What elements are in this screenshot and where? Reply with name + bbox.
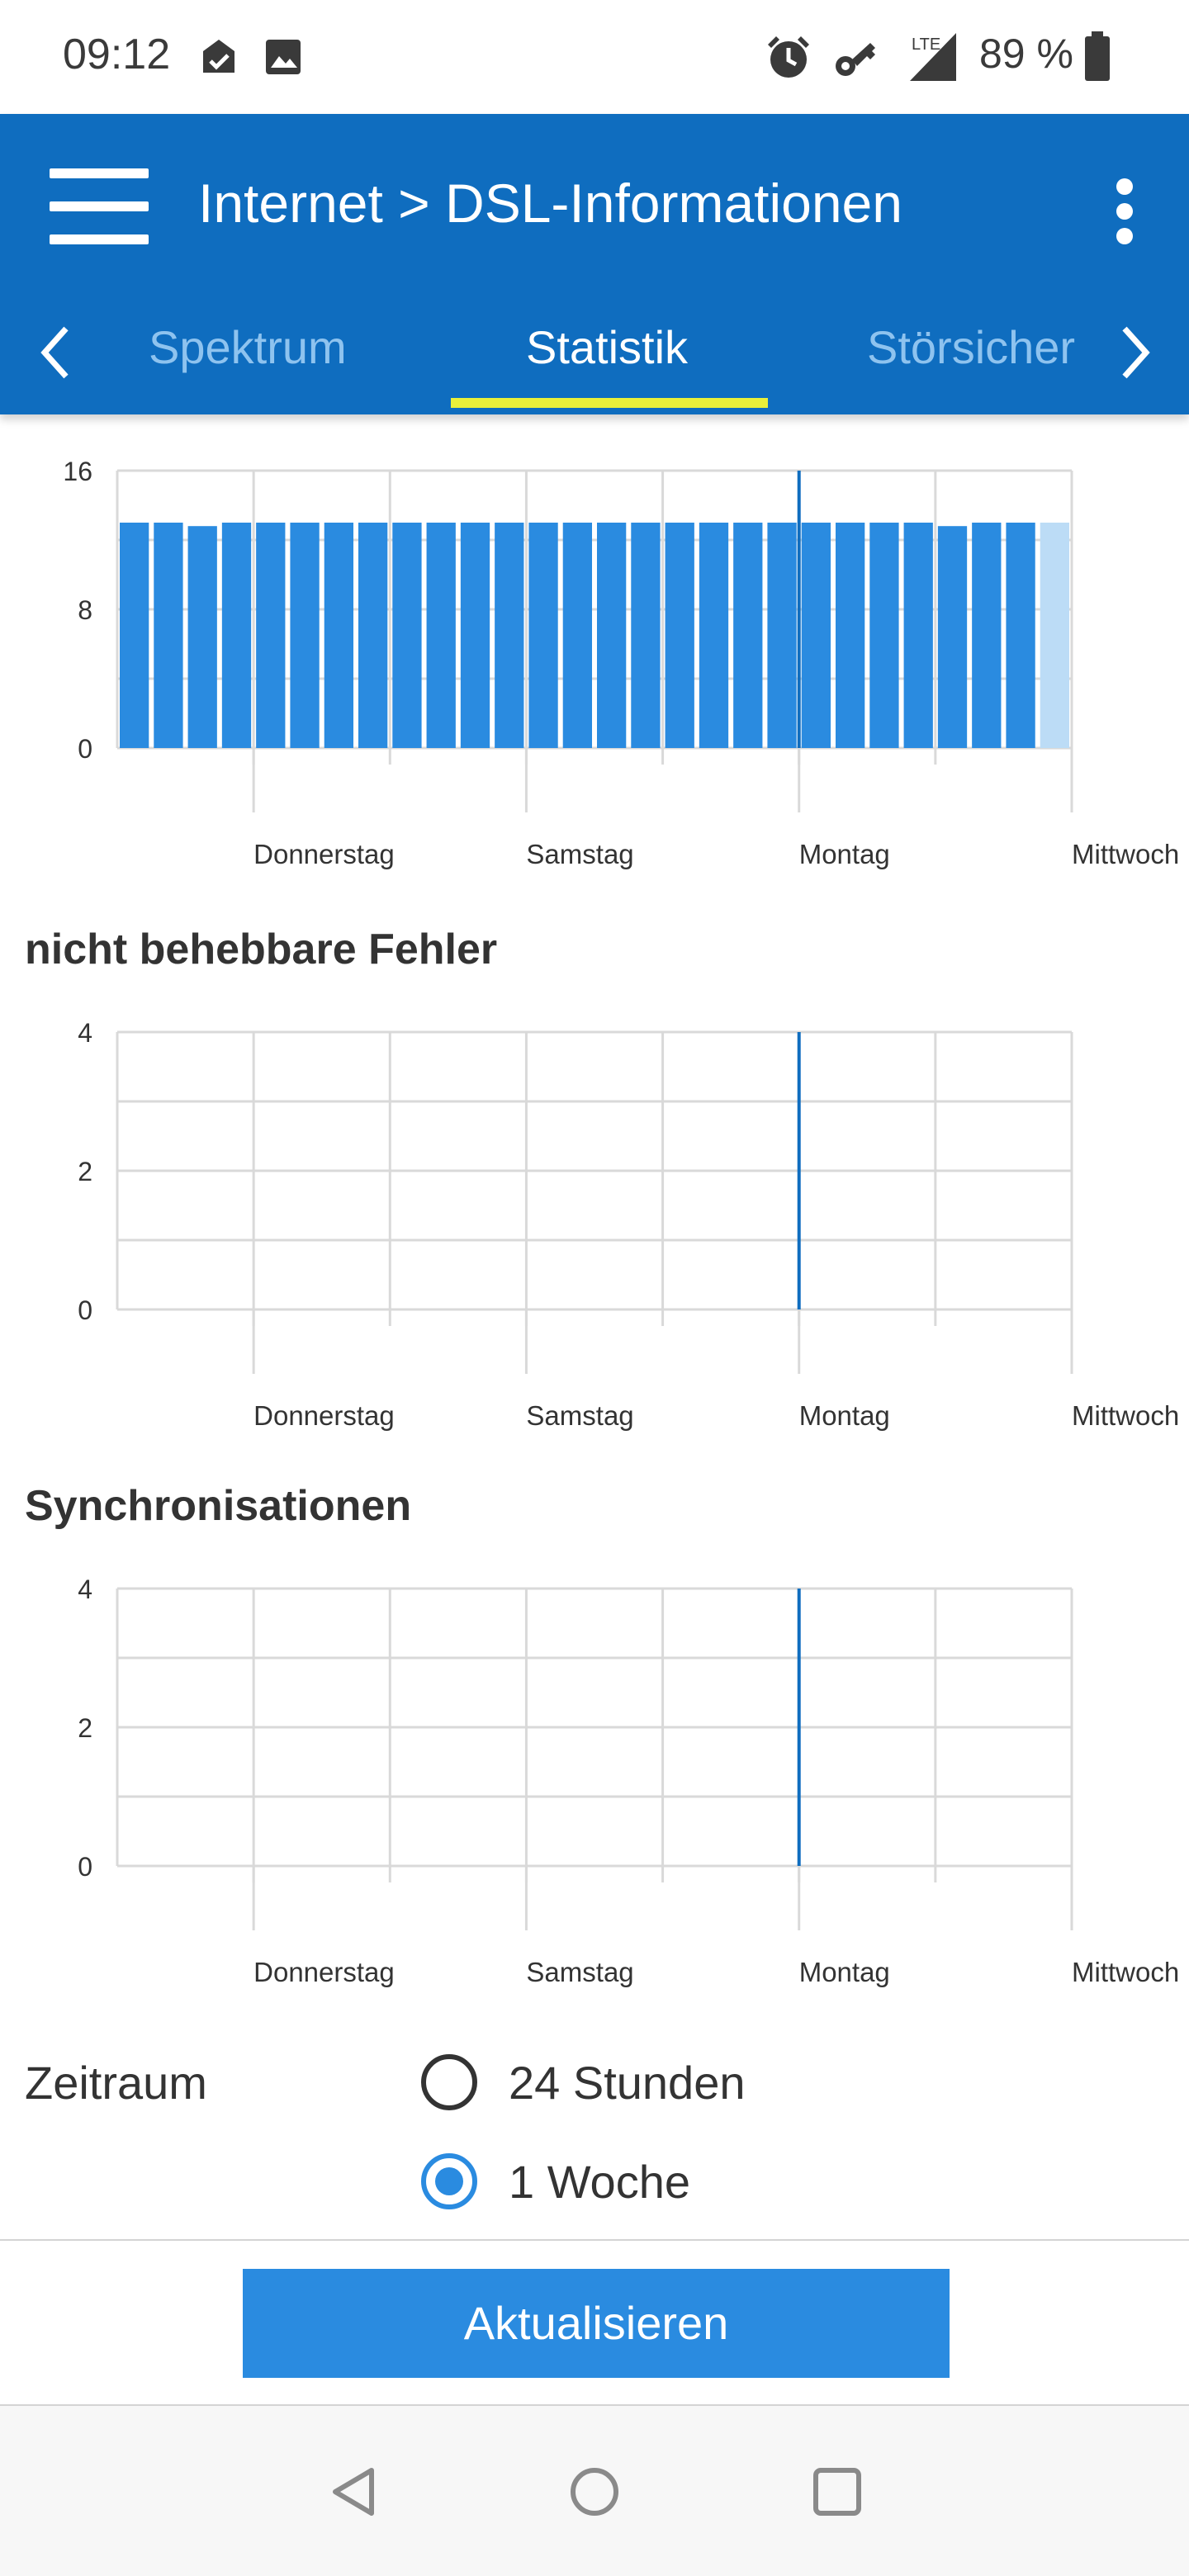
tab-indicator	[451, 398, 768, 408]
bar	[699, 523, 729, 748]
bar	[1006, 523, 1035, 748]
x-tick-label: Montag	[799, 1400, 890, 1431]
chevron-right-icon[interactable]	[1111, 324, 1158, 381]
alarm-icon	[768, 36, 809, 78]
app-bar: Internet > DSL-Informationen Spektrum St…	[0, 114, 1189, 414]
tab-statistik[interactable]: Statistik	[526, 321, 689, 373]
chart-title-synchronisations: Synchronisationen	[25, 1482, 412, 1530]
image-icon	[266, 40, 301, 74]
divider	[0, 2239, 1189, 2241]
menu-icon[interactable]	[50, 168, 149, 246]
battery-icon	[1085, 31, 1110, 81]
bar	[733, 523, 763, 748]
more-options-icon[interactable]	[1116, 178, 1136, 244]
tab-stoersicherheit[interactable]: Störsicher	[867, 321, 1076, 373]
y-tick-label: 4	[78, 1574, 92, 1604]
bar	[972, 523, 1002, 748]
y-tick-label: 8	[78, 595, 92, 625]
bar	[120, 523, 149, 748]
bar	[631, 523, 661, 748]
radio-1-week-label[interactable]: 1 Woche	[509, 2156, 690, 2208]
battery-percentage: 89 %	[979, 31, 1073, 77]
y-tick-label: 0	[78, 1295, 92, 1325]
x-tick-label: Mittwoch	[1072, 1957, 1179, 1987]
chevron-left-icon[interactable]	[33, 324, 79, 381]
network-type: LTE	[912, 36, 940, 54]
navigation-bar	[0, 2406, 1189, 2576]
y-tick-label: 0	[78, 734, 92, 764]
y-tick-label: 2	[78, 1713, 92, 1743]
y-tick-label: 2	[78, 1157, 92, 1186]
bar	[154, 523, 183, 748]
bar	[495, 523, 524, 748]
back-icon[interactable]	[327, 2465, 380, 2518]
bar	[836, 523, 865, 748]
bar	[597, 523, 627, 748]
x-tick-label: Samstag	[526, 839, 633, 869]
bar	[392, 523, 422, 748]
lte-signal-icon: LTE	[910, 33, 956, 81]
divider	[0, 2404, 1189, 2406]
bar	[358, 523, 388, 748]
chart-uncorrectable-errors: 0 2 4 Donnerstag Samstag Montag Mittwoch	[78, 1018, 1179, 1431]
chart-line-quality: 0 8 16 Donnerstag Samstag Montag Mittwoch	[63, 457, 1179, 869]
x-tick-label: Donnerstag	[253, 839, 395, 869]
status-bar: 09:12 LTE 89 %	[0, 0, 1189, 114]
y-tick-label: 16	[63, 457, 92, 486]
bar	[869, 523, 899, 748]
x-tick-label: Montag	[799, 1957, 890, 1987]
x-tick-label: Donnerstag	[253, 1957, 395, 1987]
key-icon	[836, 43, 875, 76]
bar	[1040, 523, 1069, 748]
bar	[528, 523, 558, 748]
x-tick-label: Montag	[799, 839, 890, 869]
x-tick-label: Mittwoch	[1072, 1400, 1179, 1431]
x-tick-label: Samstag	[526, 1957, 633, 1987]
bar	[290, 523, 320, 748]
bar	[426, 523, 456, 748]
bar	[562, 523, 592, 748]
chart-synchronisations: 0 2 4 Donnerstag Samstag Montag Mittwoch	[78, 1574, 1179, 1987]
bar	[221, 523, 252, 748]
page-title: Internet > DSL-Informationen	[198, 173, 902, 234]
check-shield-icon	[203, 40, 234, 73]
bar	[187, 526, 217, 748]
chart-title-uncorrectable-errors: nicht behebbare Fehler	[25, 926, 498, 973]
x-tick-label: Donnerstag	[253, 1400, 395, 1431]
x-tick-label: Samstag	[526, 1400, 633, 1431]
x-tick-label: Mittwoch	[1072, 839, 1179, 869]
radio-24-hours-label[interactable]: 24 Stunden	[509, 2057, 746, 2109]
recents-icon[interactable]	[811, 2465, 864, 2518]
bar	[903, 523, 933, 748]
bar	[767, 523, 797, 748]
radio-24-hours[interactable]	[421, 2054, 477, 2110]
home-icon[interactable]	[568, 2465, 621, 2518]
radio-1-week[interactable]	[421, 2153, 477, 2209]
bar	[324, 523, 353, 748]
refresh-button[interactable]: Aktualisieren	[243, 2269, 950, 2378]
tab-spektrum[interactable]: Spektrum	[149, 321, 347, 373]
y-tick-label: 0	[78, 1852, 92, 1882]
bar	[460, 523, 490, 748]
bar	[665, 523, 694, 748]
y-tick-label: 4	[78, 1018, 92, 1048]
period-label: Zeitraum	[25, 2057, 207, 2109]
bar	[256, 523, 286, 748]
bar	[801, 523, 831, 748]
bar	[937, 526, 968, 748]
status-time: 09:12	[63, 31, 171, 78]
